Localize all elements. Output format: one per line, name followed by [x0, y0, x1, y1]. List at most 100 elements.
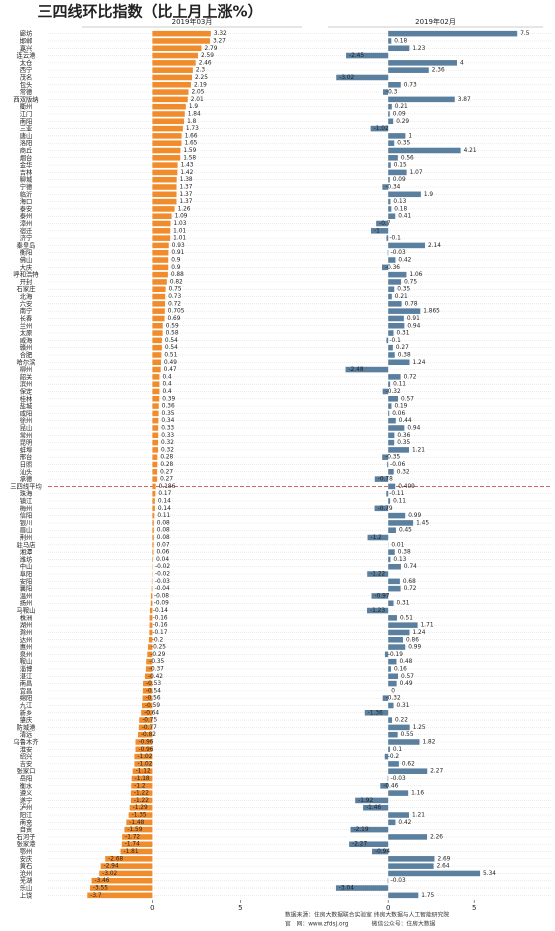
value-label: -0.29 — [150, 652, 165, 658]
value-label: 7.5 — [520, 31, 530, 37]
bar — [129, 804, 153, 811]
value-label: 1.73 — [186, 126, 199, 132]
bar — [388, 812, 410, 818]
value-label: 0.04 — [156, 557, 169, 563]
value-label: 0.99 — [408, 513, 421, 519]
category-label: 张家口 — [17, 766, 36, 775]
value-label: -0.94 — [375, 849, 390, 855]
bar — [152, 498, 155, 504]
value-label: 0.88 — [171, 272, 184, 278]
bar — [152, 38, 210, 44]
chart-title: 三四线环比指数（比上月上涨%） — [37, 3, 262, 21]
value-label: 1.23 — [412, 46, 425, 52]
value-label: -2.45 — [349, 53, 364, 59]
bar — [152, 198, 177, 205]
value-label: -0.59 — [145, 703, 160, 709]
category-label: 吉安 — [20, 759, 33, 768]
category-label: 安阳 — [20, 576, 33, 585]
value-label: -3.02 — [339, 75, 354, 81]
bar — [152, 483, 156, 490]
value-label: -1.36 — [368, 710, 383, 716]
value-label: 1.26 — [178, 206, 191, 212]
value-label: -1.2 — [371, 535, 383, 541]
value-label: 0.62 — [402, 761, 415, 767]
value-label: -0.08 — [154, 593, 169, 599]
value-label: -0.35 — [149, 659, 164, 665]
bar — [388, 834, 428, 840]
bar — [388, 118, 394, 125]
category-label: 新乡 — [20, 708, 33, 717]
bar — [388, 162, 391, 168]
bar — [134, 753, 153, 760]
bar — [152, 556, 154, 563]
value-label: 0.11 — [157, 513, 170, 519]
bar — [388, 527, 396, 533]
value-label: 0.9 — [171, 258, 181, 264]
category-label: 淮安 — [20, 744, 33, 753]
value-label: -0.03 — [391, 776, 406, 782]
value-label: 1.37 — [180, 192, 193, 198]
bar — [388, 257, 396, 263]
category-label: 宁德 — [20, 182, 33, 191]
bar — [152, 352, 162, 358]
bar — [388, 271, 407, 278]
category-label: 连云港 — [17, 51, 37, 60]
value-label: 1.01 — [173, 228, 186, 234]
value-label: -0.3 — [386, 90, 398, 96]
value-label: 0.82 — [170, 279, 183, 285]
bar — [148, 644, 153, 650]
value-label: 4 — [460, 60, 464, 66]
bar — [384, 753, 389, 760]
value-label: -1.29 — [133, 805, 148, 811]
bar — [149, 622, 153, 628]
bar — [152, 527, 154, 533]
value-label: 0.75 — [404, 279, 417, 285]
category-label: 肇庆 — [20, 715, 33, 724]
category-label: 黄石 — [20, 861, 33, 870]
bar — [388, 176, 390, 183]
category-label: 梅州 — [20, 503, 33, 512]
value-label: -0.56 — [146, 696, 161, 702]
series-header: 2019年02月 — [415, 17, 456, 26]
category-label: 湘潭 — [20, 547, 33, 556]
bar — [126, 819, 153, 826]
category-label: 昆山 — [20, 423, 33, 432]
value-label: 0.35 — [397, 287, 410, 293]
bar — [388, 359, 410, 366]
value-label: 0.27 — [160, 469, 173, 475]
value-label: 2.3 — [196, 68, 206, 74]
category-label: 宜昌 — [20, 686, 33, 695]
bar — [388, 439, 395, 446]
bar — [152, 301, 166, 307]
value-label: 0.42 — [398, 258, 411, 264]
bar — [152, 30, 211, 37]
bar — [388, 629, 410, 636]
category-label: 泸州 — [20, 803, 33, 812]
category-label: 咸阳 — [20, 408, 33, 417]
bar — [152, 169, 178, 176]
bar — [388, 330, 394, 336]
category-label: 合肥 — [20, 350, 33, 359]
value-label: 1.66 — [185, 133, 198, 139]
bar — [363, 804, 389, 811]
value-label: 1.9 — [424, 192, 434, 198]
footer-site: 官 网：www.zfdsj.org 微信公众号：住房大数据 — [285, 920, 436, 928]
value-label: 0.51 — [400, 615, 413, 621]
category-label: 达州 — [20, 635, 33, 644]
bar — [152, 279, 167, 285]
bar — [388, 60, 457, 66]
value-label: 0.01 — [391, 542, 404, 548]
category-label: 漳州 — [20, 219, 33, 228]
value-label: -0.96 — [139, 747, 154, 753]
bar — [152, 249, 169, 256]
value-label: 1.75 — [421, 893, 434, 899]
value-label: -0.02 — [155, 572, 170, 578]
bar — [147, 651, 153, 658]
bar — [388, 498, 391, 504]
bar — [152, 490, 156, 497]
bar — [152, 176, 177, 183]
bar — [387, 775, 389, 782]
bar — [349, 841, 389, 848]
bar — [135, 739, 153, 745]
value-label: 1.06 — [409, 272, 422, 278]
